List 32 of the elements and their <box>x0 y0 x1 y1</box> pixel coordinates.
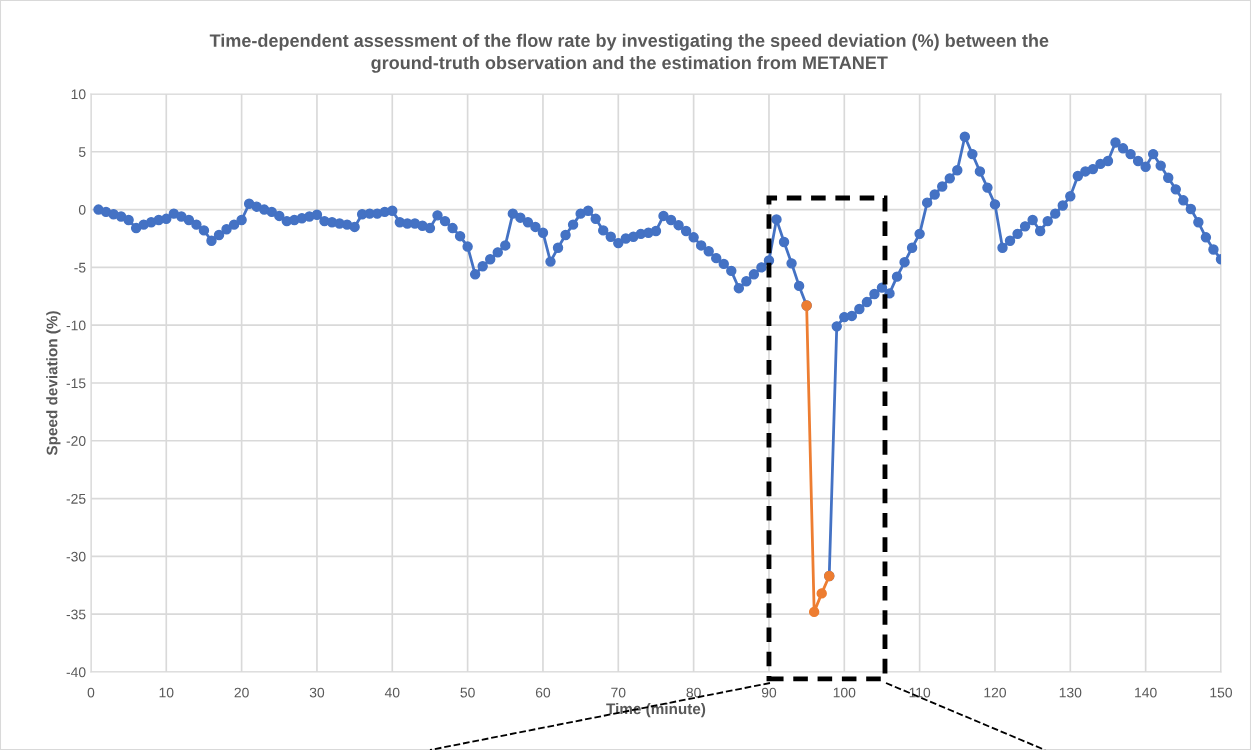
x-tick-label: 130 <box>1059 687 1082 698</box>
y-tick-label: -30 <box>66 551 86 562</box>
y-tick-label: 10 <box>71 89 86 100</box>
chart-title: Time-dependent assessment of the flow rate by investigating the speed deviation (%) between the ground-truth observation and the estimation from METANET <box>209 33 1049 73</box>
x-tick-label: 40 <box>384 687 400 698</box>
x-tick-label: 120 <box>984 687 1007 698</box>
x-tick-label: 60 <box>535 687 551 698</box>
x-axis-title: Time (minute) <box>606 703 706 718</box>
y-tick-label: -20 <box>66 436 86 446</box>
x-tick-label: 10 <box>159 687 174 698</box>
x-tick-label: 50 <box>460 687 475 698</box>
y-axis-title: Speed deviation (%) <box>46 311 61 456</box>
x-tick-label: 20 <box>234 687 249 698</box>
y-tick-label: -40 <box>66 667 86 678</box>
y-tick-label: 0 <box>78 204 86 215</box>
y-tick-label: -5 <box>74 262 86 273</box>
y-tick-label: -15 <box>66 378 86 389</box>
x-tick-label: 30 <box>309 687 325 698</box>
y-tick-label: 5 <box>78 147 86 157</box>
x-tick-label: 110 <box>909 687 931 698</box>
y-tick-label: -25 <box>66 493 86 504</box>
y-tick-label: -35 <box>66 609 86 620</box>
x-tick-label: 0 <box>87 687 95 698</box>
x-tick-label: 100 <box>833 687 856 698</box>
point <box>808 606 820 618</box>
point <box>816 588 827 599</box>
x-tick-label: 70 <box>611 687 626 698</box>
x-tick-label: 150 <box>1210 687 1233 698</box>
x-tick-label: 140 <box>1135 687 1157 698</box>
y-tick-label: -10 <box>66 320 86 331</box>
x-tick-label: 80 <box>686 687 701 698</box>
x-tick-label: 90 <box>761 687 777 698</box>
